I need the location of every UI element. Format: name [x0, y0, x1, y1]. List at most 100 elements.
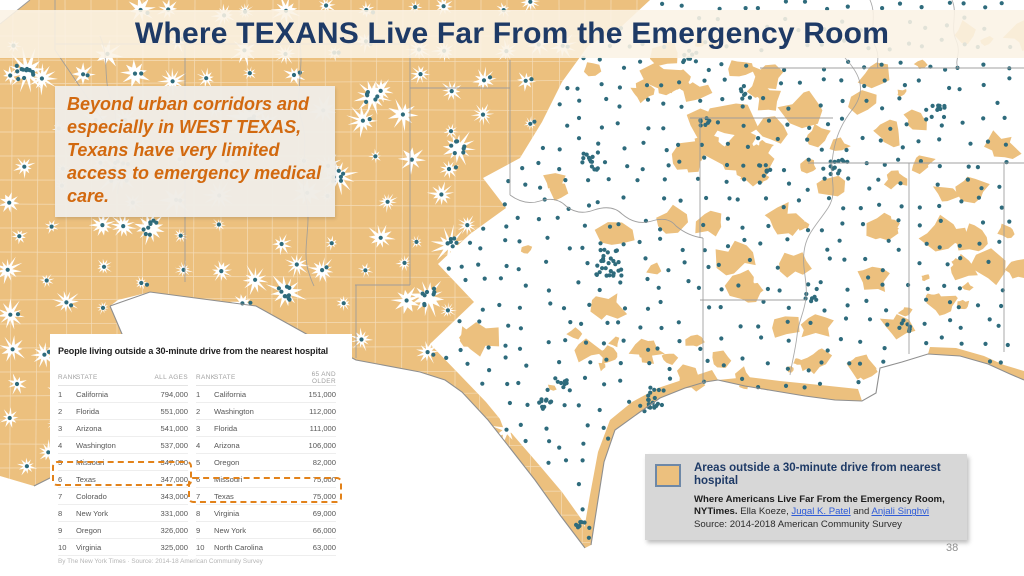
state-cell: Oregon: [76, 525, 102, 535]
rank-cell: 5: [196, 457, 201, 467]
author-link-anjali-singhvi[interactable]: Anjali Singhvi: [871, 506, 930, 518]
callout-text: Beyond urban corridors and especially in…: [67, 94, 322, 207]
state-cell: Washington: [214, 406, 254, 416]
value-cell: 69,000: [312, 508, 336, 518]
value-cell: 106,000: [308, 440, 336, 450]
value-cell: 343,000: [160, 491, 188, 501]
value-cell: 551,000: [160, 406, 188, 416]
value-cell: 325,000: [160, 542, 188, 552]
value-cell: 63,000: [312, 542, 336, 552]
citation-author: Ella Koeze,: [737, 506, 792, 518]
rank-cell: 6: [196, 474, 201, 484]
column-header: RANK: [58, 374, 78, 381]
table-row: 4 Arizona 106,000: [196, 437, 336, 454]
state-cell: North Carolina: [214, 542, 263, 552]
outside-area-swatch: [655, 464, 681, 487]
table-title: People living outside a 30-minute drive …: [58, 346, 329, 356]
value-cell: 326,000: [160, 525, 188, 535]
citation: Where Americans Live Far From the Emerge…: [694, 493, 945, 531]
rank-cell: 7: [58, 491, 63, 501]
state-cell: Arizona: [214, 440, 240, 450]
rank-cell: 5: [58, 457, 63, 467]
table-row: 2 Washington 112,000: [196, 403, 336, 420]
rank-cell: 6: [58, 474, 63, 484]
table-row: 3 Arizona 541,000: [58, 420, 188, 437]
value-cell: 347,000: [160, 474, 188, 484]
table-row: 1 California 794,000: [58, 386, 188, 403]
rank-cell: 9: [58, 525, 63, 535]
table-row: 2 Florida 551,000: [58, 403, 188, 420]
column-header: 65 AND OLDER: [311, 370, 336, 385]
value-cell: 112,000: [309, 406, 336, 416]
table-row: 3 Florida 111,000: [196, 420, 336, 437]
state-cell: Arizona: [76, 423, 102, 433]
rank-cell: 2: [196, 406, 201, 416]
state-cell: Virginia: [76, 542, 102, 552]
legend-box: Areas outside a 30-minute drive from nea…: [645, 454, 967, 540]
table-row: 5 Oregon 82,000: [196, 454, 336, 471]
state-cell: California: [214, 389, 247, 399]
value-cell: 331,000: [160, 508, 188, 518]
value-cell: 541,000: [160, 423, 188, 433]
table-row: 5 Missouri 347,000: [58, 454, 188, 471]
state-cell: California: [76, 389, 109, 399]
table-row: 6 Texas 347,000: [58, 471, 188, 488]
table-row: 10 North Carolina 63,000: [196, 539, 336, 556]
table-row: 10 Virginia 325,000: [58, 539, 188, 556]
table-row: 9 New York 66,000: [196, 522, 336, 539]
rank-cell: 9: [196, 525, 201, 535]
state-cell: Washington: [76, 440, 116, 450]
rank-cell: 10: [58, 542, 67, 552]
author-link-jugal-patel[interactable]: Jugal K. Patel: [791, 506, 851, 518]
table-row: 6 Missouri 75,000: [196, 471, 336, 488]
source-line: Source: 2014-2018 American Community Sur…: [694, 519, 902, 531]
column-header: ALL AGES: [154, 374, 188, 381]
rank-cell: 4: [58, 440, 63, 450]
rank-cell: 8: [58, 508, 63, 518]
value-cell: 151,000: [308, 389, 336, 399]
table-all-ages: RANK STATE ALL AGES 1 California 794,000 2 Flor…: [58, 370, 188, 556]
state-cell: Missouri: [214, 474, 243, 484]
value-cell: 347,000: [160, 457, 188, 467]
state-cell: Texas: [214, 491, 234, 501]
state-cell: Oregon: [214, 457, 240, 467]
rank-cell: 3: [196, 423, 201, 433]
value-cell: 111,000: [309, 423, 336, 433]
state-cell: Missouri: [76, 457, 105, 467]
table-source-note: By The New York Times · Source: 2014-18 …: [58, 558, 263, 565]
rank-cell: 7: [196, 491, 201, 501]
value-cell: 75,000: [312, 491, 336, 501]
table-row: 8 Virginia 69,000: [196, 505, 336, 522]
state-cell: Texas: [76, 474, 96, 484]
value-cell: 537,000: [160, 440, 188, 450]
value-cell: 82,000: [312, 457, 336, 467]
column-header: STATE: [214, 374, 236, 381]
table-row: 7 Texas 75,000: [196, 488, 336, 505]
state-cell: Florida: [76, 406, 100, 416]
rank-cell: 3: [58, 423, 63, 433]
table-row: 4 Washington 537,000: [58, 437, 188, 454]
page-number: 38: [946, 542, 959, 554]
rank-cell: 8: [196, 508, 201, 518]
rank-cell: 1: [196, 389, 201, 399]
table-65-and-older: RANK STATE 65 AND OLDER 1 California 151,000 2…: [196, 370, 336, 556]
rank-cell: 1: [58, 389, 63, 399]
hospital-distance-table-panel: People living outside a 30-minute drive …: [50, 334, 352, 576]
rank-cell: 4: [196, 440, 201, 450]
state-cell: New York: [214, 525, 247, 535]
table-row: 8 New York 331,000: [58, 505, 188, 522]
state-cell: Florida: [214, 423, 238, 433]
value-cell: 66,000: [312, 525, 336, 535]
table-row: 9 Oregon 326,000: [58, 522, 188, 539]
column-header: RANK: [196, 374, 216, 381]
title-band: Where TEXANS Live Far From the Emergency…: [0, 10, 1024, 58]
table-row: 7 Colorado 343,000: [58, 488, 188, 505]
table-row: 1 California 151,000: [196, 386, 336, 403]
callout-box: Beyond urban corridors and especially in…: [55, 86, 335, 218]
rank-cell: 10: [196, 542, 205, 552]
slide-title: Where TEXANS Live Far From the Emergency…: [134, 17, 890, 50]
rank-cell: 2: [58, 406, 63, 416]
column-header: STATE: [76, 374, 98, 381]
value-cell: 794,000: [160, 389, 188, 399]
